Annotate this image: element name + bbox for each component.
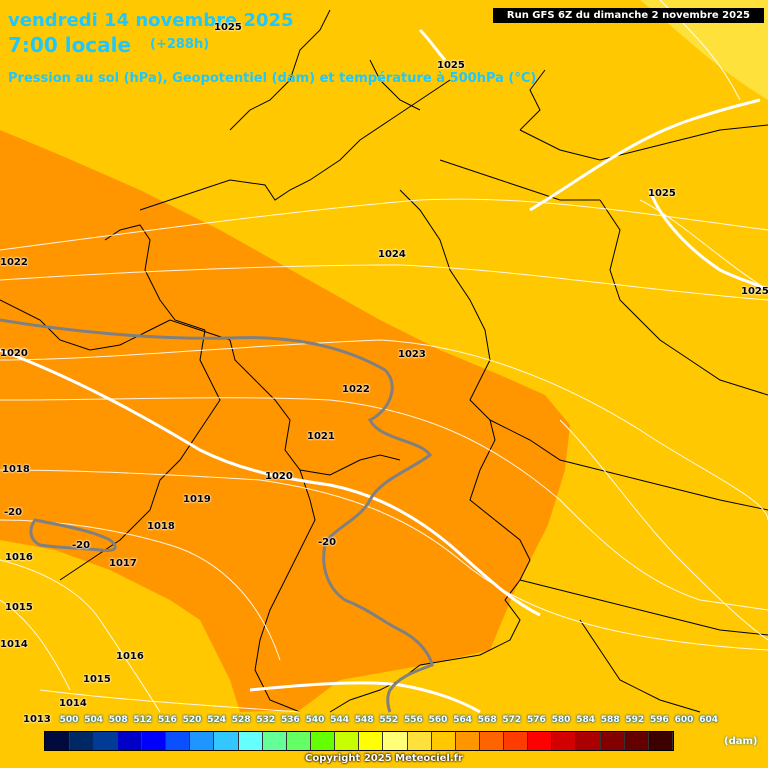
run-info-box: Run GFS 6Z du dimanche 2 novembre 2025 xyxy=(492,8,764,23)
isobar-1020-bold xyxy=(0,348,541,617)
copyright: Copyright 2025 Meteociel.fr xyxy=(305,753,463,764)
isobar-label: 1017 xyxy=(109,558,137,569)
isobar-label: 1024 xyxy=(378,249,406,260)
legend-swatch xyxy=(479,732,505,750)
isobar-label: 1014 xyxy=(0,639,28,650)
legend-swatch xyxy=(407,732,432,750)
color-legend: 500 504 508 512 516 520 524 528 532 536 540 544 548 5… xyxy=(0,712,768,768)
legend-swatch xyxy=(552,732,577,750)
legend-label: 584 xyxy=(576,715,595,725)
legend-swatch xyxy=(600,732,625,750)
isobar-label: 1022 xyxy=(0,257,28,268)
legend-label: 556 xyxy=(403,715,423,725)
isobar-label: 1013 xyxy=(23,714,51,725)
legend-label: 528 xyxy=(231,715,251,725)
isobar-1025-bold xyxy=(529,98,761,212)
isobar-label: 1015 xyxy=(5,602,33,613)
isobar-1025-north xyxy=(418,28,447,62)
legend-swatch xyxy=(141,732,167,750)
legend-swatch xyxy=(431,732,456,750)
legend-swatch xyxy=(504,732,529,750)
legend-label: 548 xyxy=(354,715,374,725)
isobar-label: 1018 xyxy=(147,521,175,532)
isobar-label: 1016 xyxy=(5,552,33,563)
forecast-time: 7:00 locale xyxy=(8,33,132,57)
legend-label: 560 xyxy=(428,715,448,725)
legend-label: 532 xyxy=(256,715,276,725)
isobar-label: 1025 xyxy=(437,60,465,71)
legend-label: 580 xyxy=(551,715,571,725)
isobar-label: 1025 xyxy=(741,286,768,297)
legend-swatch xyxy=(455,732,480,750)
legend-swatch xyxy=(69,732,94,750)
isobar-label: 1022 xyxy=(342,384,370,395)
legend-swatch xyxy=(286,732,311,750)
legend-swatch xyxy=(93,732,118,750)
isobar-label: 1025 xyxy=(648,188,676,199)
isobar-label: 1020 xyxy=(0,348,28,359)
isobar-label: 1016 xyxy=(116,651,144,662)
legend-swatch xyxy=(528,732,553,750)
legend-swatch xyxy=(190,732,215,750)
legend-label: 512 xyxy=(133,715,153,725)
legend-swatch xyxy=(166,732,191,750)
isobar-label: 1014 xyxy=(59,698,87,709)
forecast-date: vendredi 14 novembre 2025 xyxy=(8,10,294,31)
legend-label: 508 xyxy=(108,715,128,725)
legend-swatch xyxy=(262,732,287,750)
legend-swatch xyxy=(335,732,360,750)
isobars xyxy=(0,0,768,713)
legend-swatch xyxy=(117,732,142,750)
legend-color-bar xyxy=(44,731,675,751)
legend-label: 516 xyxy=(157,715,177,725)
isobar-label: 1021 xyxy=(307,431,335,442)
legend-label: 500 xyxy=(59,715,79,725)
legend-label: 524 xyxy=(207,715,226,725)
legend-label: 576 xyxy=(526,715,546,725)
forecast-lead: (+288h) xyxy=(150,37,210,52)
legend-swatch xyxy=(45,732,70,750)
isobar-label: 1015 xyxy=(83,674,111,685)
isobar-label: 1018 xyxy=(2,464,30,475)
geopotential-band-568 xyxy=(0,130,570,712)
isobar-label: 1020 xyxy=(265,471,293,482)
isotherm-label: -20 xyxy=(318,537,337,548)
legend-label: 504 xyxy=(84,715,103,725)
isotherm-label: -20 xyxy=(72,540,91,551)
forecast-variable: Pression au sol (hPa), Geopotentiel (dam… xyxy=(8,71,537,86)
legend-swatch xyxy=(624,732,649,750)
legend-label: 588 xyxy=(600,715,620,725)
legend-label: 572 xyxy=(502,715,522,725)
legend-label: 596 xyxy=(649,715,669,725)
legend-swatch xyxy=(359,732,384,750)
legend-label: 604 xyxy=(699,715,718,725)
isotherm-label: -20 xyxy=(4,507,23,518)
legend-label: 536 xyxy=(280,715,300,725)
isobar-label: 1019 xyxy=(183,494,211,505)
legend-swatch xyxy=(576,732,601,750)
isobar-1025-east xyxy=(648,189,768,292)
legend-swatch xyxy=(648,732,674,750)
isobar-label: 1025 xyxy=(214,22,242,33)
legend-label: 540 xyxy=(305,715,325,725)
isotherm-minus20 xyxy=(0,318,434,713)
legend-label: 564 xyxy=(453,715,472,725)
legend-swatch xyxy=(310,732,336,750)
legend-swatch xyxy=(383,732,408,750)
legend-swatch xyxy=(238,732,263,750)
legend-label: 520 xyxy=(182,715,202,725)
legend-label: 568 xyxy=(477,715,497,725)
geopotential-band-560 xyxy=(640,0,768,100)
legend-label: 552 xyxy=(379,715,399,725)
legend-label: 600 xyxy=(674,715,694,725)
legend-label: 592 xyxy=(625,715,645,725)
legend-unit: (dam) xyxy=(724,736,758,747)
legend-swatch xyxy=(214,732,239,750)
legend-label: 544 xyxy=(330,715,349,725)
isobar-label: 1023 xyxy=(398,349,426,360)
isotherm-minus20-loop xyxy=(29,518,117,552)
